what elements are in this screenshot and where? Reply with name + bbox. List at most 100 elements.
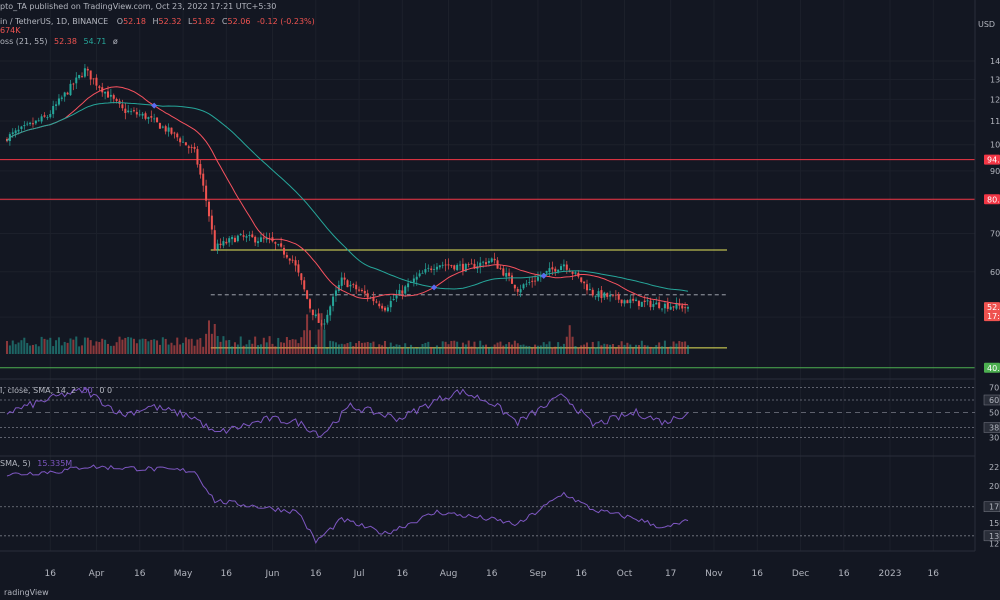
candle — [98, 85, 101, 92]
price-axis-label: 100 — [990, 141, 1000, 150]
time-axis[interactable]: 16 Apr 16 May 16 Jun 16 Jul 16 Aug 16 Sep 16 Oct 17 Nov… — [45, 569, 940, 579]
volume-bar — [669, 346, 672, 354]
volume-bar — [588, 347, 591, 354]
candle — [585, 279, 589, 295]
volume-bar — [196, 339, 199, 354]
candle — [219, 238, 222, 249]
candle — [225, 238, 228, 245]
candle — [52, 100, 55, 119]
obv-axis-label: 22. — [989, 463, 1000, 472]
time-axis-label: May — [174, 569, 193, 579]
time-axis-label: 16 — [45, 569, 57, 579]
price-axis-label: 60. — [990, 268, 1000, 277]
volume-bar — [17, 342, 20, 354]
price-pane[interactable] — [0, 64, 975, 369]
candle — [184, 142, 187, 146]
volume-bar — [306, 314, 309, 354]
time-axis-label: Jun — [264, 569, 279, 579]
candle — [441, 261, 444, 269]
symbol-line: in / TetherUS, 1D, BINANCE — [0, 17, 108, 26]
volume-bar — [516, 343, 519, 354]
time-axis-label: 16 — [134, 569, 146, 579]
candle — [571, 270, 574, 280]
volume-bar — [294, 339, 297, 354]
volume-bar — [81, 345, 84, 354]
candle — [444, 259, 447, 272]
candle — [274, 241, 277, 250]
volume-bar — [210, 333, 213, 354]
rsi-legend: I, close, SMA, 14, 2 50 0 0 — [0, 386, 112, 395]
candle — [560, 263, 563, 271]
candle — [421, 270, 424, 274]
candle — [257, 237, 260, 248]
candle — [130, 108, 133, 115]
candle — [150, 110, 153, 122]
candle — [83, 64, 86, 79]
candle — [450, 264, 453, 268]
volume-bar — [311, 348, 314, 354]
volume-bar — [300, 337, 303, 354]
volume-bar — [283, 342, 286, 354]
volume-bar — [135, 343, 138, 354]
candle — [487, 258, 490, 267]
candle — [303, 276, 306, 292]
rsi-axis[interactable]: 70. 60. 50. 38.30. — [983, 384, 1000, 443]
candle — [470, 258, 473, 265]
candle — [314, 309, 317, 319]
candle — [459, 260, 462, 271]
ma-fast-line — [6, 86, 689, 306]
volume-bar — [479, 340, 482, 354]
obv-axis-label: 13. — [989, 532, 1000, 541]
candle — [332, 293, 335, 312]
volume-bar — [635, 344, 638, 354]
volume-bar — [661, 346, 664, 354]
volume-bar — [433, 348, 436, 354]
volume-bar — [672, 341, 675, 354]
volume-bar — [640, 340, 643, 354]
candle — [580, 277, 583, 284]
ma-cross-v1: 52.38 — [54, 37, 77, 46]
volume-bar — [78, 346, 81, 354]
volume-bar — [170, 342, 173, 354]
candle — [398, 283, 401, 297]
candle — [617, 292, 620, 304]
candle — [329, 304, 332, 321]
candle — [262, 232, 265, 243]
candle — [72, 82, 75, 91]
obv-axis-box — [983, 530, 1000, 542]
volume-bar — [583, 344, 586, 354]
volume-bar — [112, 345, 115, 354]
candle — [600, 285, 603, 303]
volume-bar — [323, 329, 326, 354]
volume-bar — [239, 336, 242, 354]
candle — [308, 297, 311, 313]
candle — [216, 239, 219, 255]
volume-bar — [213, 324, 216, 354]
svg-text:94.: 94. — [987, 156, 1000, 165]
candle — [516, 286, 519, 296]
volume-bar — [542, 342, 545, 354]
obv-pane[interactable] — [0, 464, 975, 545]
candle — [251, 230, 254, 238]
candle — [49, 110, 52, 119]
candle — [55, 101, 58, 111]
candle — [239, 232, 242, 236]
obv-axis[interactable]: 22. 20M 17. 15M 13.12. — [983, 463, 1000, 548]
rsi-pane[interactable] — [0, 387, 975, 438]
candle — [277, 243, 280, 247]
volume-bar — [340, 343, 343, 354]
candle — [591, 287, 594, 298]
candle — [349, 280, 352, 292]
volume-bar — [109, 345, 112, 354]
candle — [187, 144, 190, 154]
candle — [508, 268, 511, 282]
grid — [0, 0, 975, 551]
rsi-axis-box — [983, 422, 1000, 433]
volume-bar — [643, 345, 646, 354]
volume-bar — [274, 346, 277, 354]
candle — [623, 299, 626, 307]
volume-bar — [179, 344, 182, 354]
candle — [430, 265, 433, 273]
volume-bar — [557, 342, 560, 354]
